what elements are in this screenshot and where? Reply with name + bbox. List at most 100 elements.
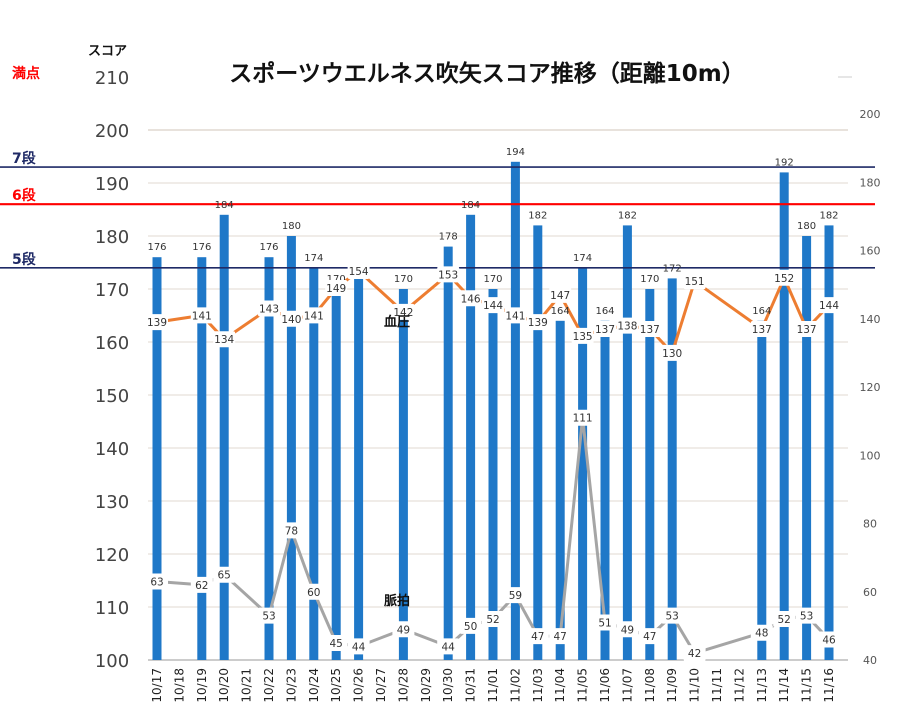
bar-value-label: 174 bbox=[304, 253, 323, 264]
point-label: 144 bbox=[482, 297, 504, 314]
bar bbox=[802, 236, 812, 660]
y-tick-label: 180 bbox=[95, 227, 129, 248]
bar-value-label: 182 bbox=[528, 210, 547, 221]
reference-line-label: 5段 bbox=[12, 251, 36, 268]
svg-text:130: 130 bbox=[662, 348, 682, 360]
bar bbox=[488, 289, 498, 660]
bars-group bbox=[152, 161, 834, 661]
x-tick-label: 11/16 bbox=[822, 668, 836, 703]
point-label: 63 bbox=[146, 573, 168, 590]
svg-text:60: 60 bbox=[307, 587, 320, 599]
x-tick-label: 10/22 bbox=[262, 668, 276, 703]
svg-text:139: 139 bbox=[147, 317, 167, 329]
gridlines bbox=[148, 76, 852, 661]
bar bbox=[824, 225, 834, 660]
point-label: 143 bbox=[258, 300, 280, 317]
svg-text:141: 141 bbox=[304, 310, 324, 322]
point-label: 78 bbox=[280, 522, 303, 539]
point-label: 144 bbox=[818, 297, 840, 314]
x-tick-label: 10/28 bbox=[396, 668, 410, 703]
y-tick-label: 150 bbox=[95, 386, 129, 407]
bar bbox=[264, 257, 274, 660]
bar-value-label: 164 bbox=[551, 306, 570, 317]
point-label: 47 bbox=[526, 628, 549, 645]
svg-text:52: 52 bbox=[486, 614, 499, 626]
point-label: 52 bbox=[482, 611, 504, 628]
point-label: 153 bbox=[437, 266, 460, 283]
svg-text:142: 142 bbox=[393, 307, 413, 319]
bar-value-label: 170 bbox=[327, 274, 346, 285]
reference-lines: 満点 7段 6段 5段 bbox=[0, 65, 875, 269]
y2-tick-label: 200 bbox=[860, 108, 881, 121]
reference-line-label: 7段 bbox=[12, 150, 36, 167]
bar bbox=[466, 214, 476, 661]
x-tick-label: 10/20 bbox=[217, 668, 231, 703]
svg-text:152: 152 bbox=[774, 273, 794, 285]
x-tick-label: 11/10 bbox=[688, 668, 702, 703]
point-label: 139 bbox=[526, 314, 549, 331]
bar bbox=[622, 225, 632, 660]
point-label: 137 bbox=[750, 320, 773, 337]
point-label: 139 bbox=[146, 314, 168, 331]
point-label: 138 bbox=[616, 317, 639, 334]
y-tick-label: 210 bbox=[95, 68, 129, 89]
point-label: 152 bbox=[773, 269, 796, 286]
x-tick-label: 10/30 bbox=[441, 668, 455, 703]
x-tick-label: 11/02 bbox=[508, 668, 522, 703]
svg-text:111: 111 bbox=[573, 413, 593, 425]
x-tick-label: 11/15 bbox=[800, 668, 814, 703]
point-label: 65 bbox=[213, 566, 236, 583]
y-tick-label: 120 bbox=[95, 545, 129, 566]
point-label: 47 bbox=[638, 628, 661, 645]
svg-text:141: 141 bbox=[505, 310, 525, 322]
bar bbox=[600, 320, 610, 660]
svg-text:53: 53 bbox=[666, 611, 679, 623]
point-label: 137 bbox=[594, 320, 616, 337]
bar-value-label: 194 bbox=[506, 147, 525, 158]
svg-text:53: 53 bbox=[800, 611, 813, 623]
svg-text:45: 45 bbox=[330, 638, 343, 650]
bar-value-label: 164 bbox=[752, 306, 771, 317]
chart-title: スポーツウエルネス吹矢スコア推移（距離10m） bbox=[229, 60, 745, 87]
y-tick-label: 130 bbox=[95, 492, 129, 513]
x-tick-label: 11/09 bbox=[665, 668, 679, 703]
svg-text:140: 140 bbox=[281, 314, 301, 326]
svg-text:135: 135 bbox=[573, 331, 593, 343]
y-tick-label: 100 bbox=[95, 651, 129, 672]
svg-text:134: 134 bbox=[214, 334, 234, 346]
y-tick-label: 170 bbox=[95, 280, 129, 301]
bar-value-label: 182 bbox=[618, 210, 637, 221]
point-label: 44 bbox=[437, 638, 460, 655]
x-tick-label: 10/25 bbox=[329, 668, 343, 703]
point-label: 51 bbox=[594, 614, 616, 631]
bar-value-label: 176 bbox=[259, 242, 278, 253]
point-label: 52 bbox=[773, 611, 796, 628]
point-label: 60 bbox=[302, 583, 325, 600]
y-tick-label: 140 bbox=[95, 439, 129, 460]
bar-value-label: 184 bbox=[461, 200, 480, 211]
bar-value-label: 192 bbox=[775, 157, 794, 168]
x-tick-label: 11/08 bbox=[643, 668, 657, 703]
point-label: 45 bbox=[325, 634, 348, 651]
point-label: 42 bbox=[683, 645, 706, 662]
svg-text:59: 59 bbox=[509, 590, 522, 602]
point-label: 130 bbox=[661, 344, 684, 361]
point-label: 111 bbox=[571, 409, 594, 426]
bar bbox=[555, 320, 565, 660]
series-label-blood-pressure: 血圧 bbox=[384, 314, 410, 330]
point-label: 46 bbox=[818, 631, 840, 648]
axes: 100 110 120 130 140 150 160 170 180 190 200 210 40 60… bbox=[95, 68, 881, 703]
bar bbox=[331, 289, 341, 660]
svg-text:47: 47 bbox=[554, 631, 567, 643]
svg-text:154: 154 bbox=[349, 266, 369, 278]
y-tick-label: 190 bbox=[95, 174, 129, 195]
bar bbox=[645, 289, 655, 660]
bar bbox=[398, 289, 408, 660]
reference-line-label: 6段 bbox=[12, 187, 36, 204]
x-tick-label: 11/03 bbox=[531, 668, 545, 703]
x-tick-label: 10/18 bbox=[172, 668, 186, 703]
svg-text:139: 139 bbox=[528, 317, 548, 329]
svg-text:62: 62 bbox=[195, 580, 208, 592]
bar bbox=[578, 267, 588, 660]
data-labels: 176 176 184 176 180 174 170 172 170 178 184 170 194 1… bbox=[146, 147, 840, 662]
